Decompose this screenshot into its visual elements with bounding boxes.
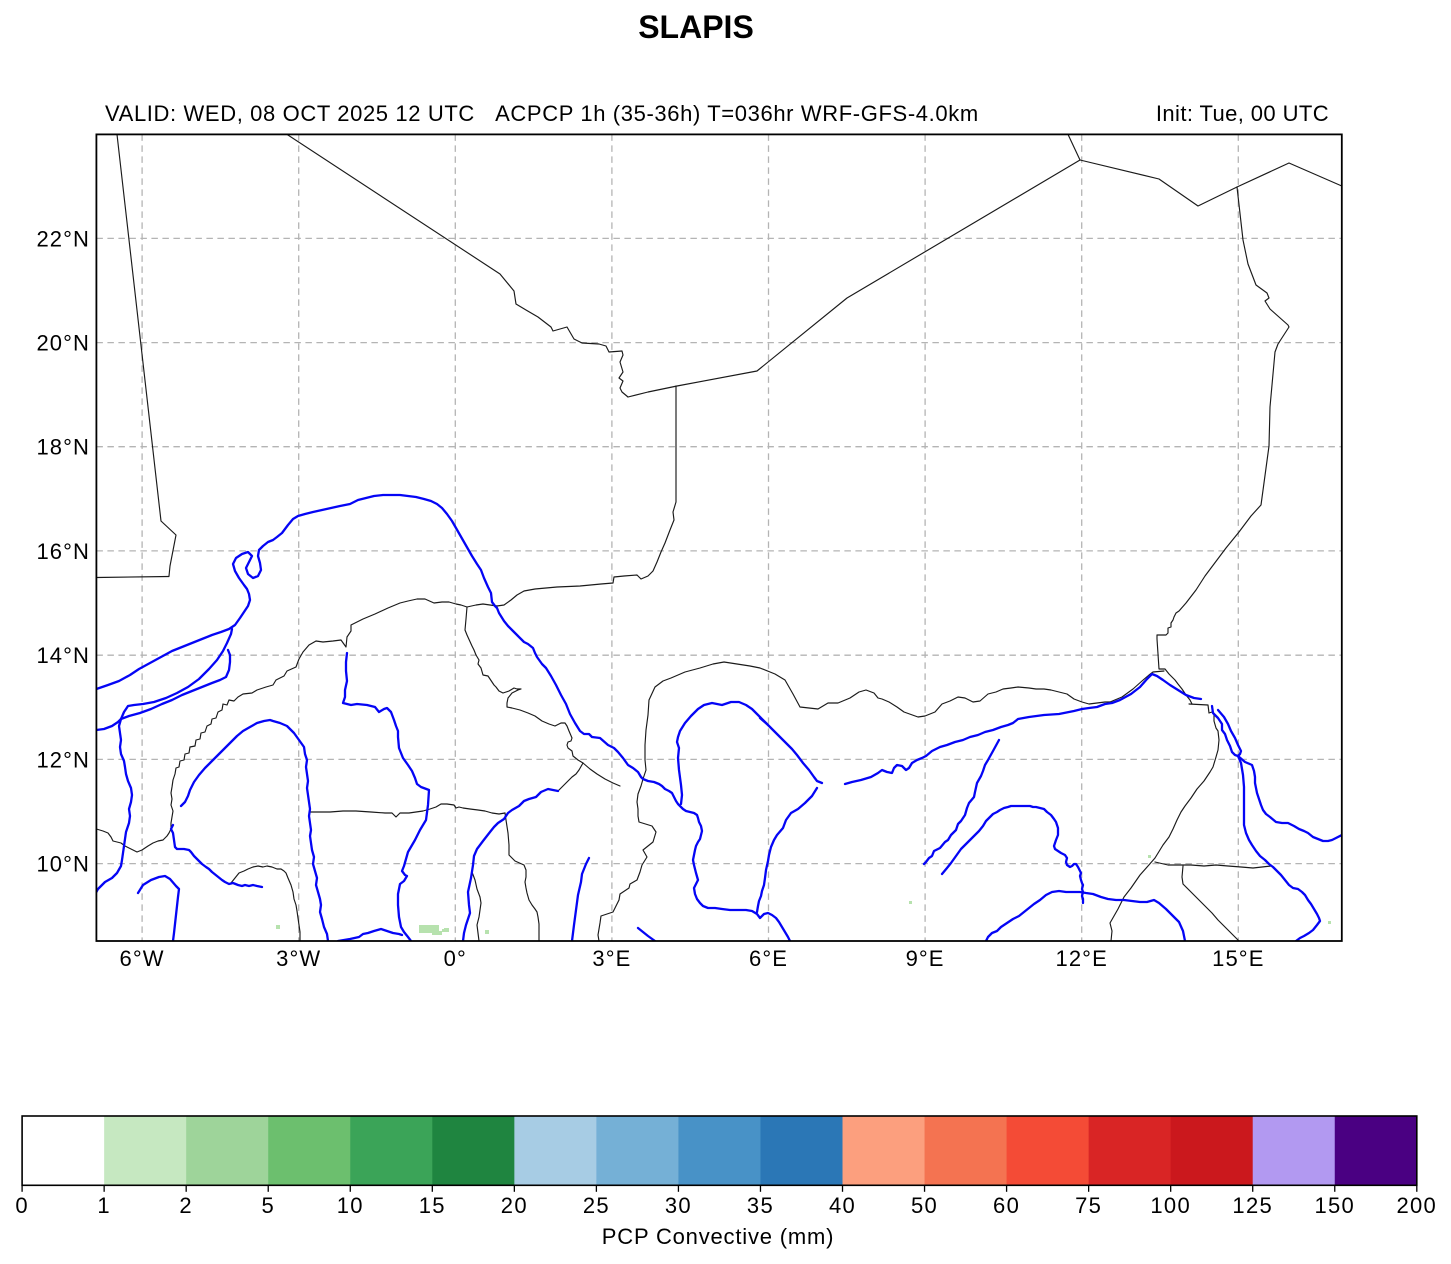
- svg-text:30: 30: [665, 1193, 692, 1218]
- svg-text:25: 25: [583, 1193, 610, 1218]
- svg-text:12°E: 12°E: [1056, 946, 1108, 971]
- svg-text:15: 15: [419, 1193, 446, 1218]
- svg-text:SLAPIS: SLAPIS: [638, 9, 754, 45]
- svg-text:35: 35: [747, 1193, 774, 1218]
- svg-text:15°E: 15°E: [1212, 946, 1264, 971]
- svg-text:0°: 0°: [444, 946, 467, 971]
- svg-text:6°E: 6°E: [749, 946, 788, 971]
- svg-text:60: 60: [993, 1193, 1020, 1218]
- svg-text:125: 125: [1232, 1193, 1273, 1218]
- svg-text:Init: Tue, 00 UTC: Init: Tue, 00 UTC: [1156, 101, 1329, 126]
- svg-text:6°W: 6°W: [120, 946, 165, 971]
- svg-text:5: 5: [261, 1193, 275, 1218]
- svg-text:3°E: 3°E: [592, 946, 631, 971]
- svg-text:75: 75: [1075, 1193, 1102, 1218]
- svg-text:PCP Convective (mm): PCP Convective (mm): [602, 1224, 834, 1249]
- svg-text:12°N: 12°N: [36, 747, 90, 772]
- svg-text:0: 0: [15, 1193, 29, 1218]
- svg-text:20: 20: [501, 1193, 528, 1218]
- svg-text:14°N: 14°N: [36, 643, 90, 668]
- svg-text:16°N: 16°N: [36, 539, 90, 564]
- svg-text:200: 200: [1396, 1193, 1437, 1218]
- svg-text:22°N: 22°N: [36, 226, 90, 251]
- svg-text:3°W: 3°W: [276, 946, 321, 971]
- svg-text:150: 150: [1314, 1193, 1355, 1218]
- svg-text:2: 2: [179, 1193, 193, 1218]
- svg-text:1: 1: [97, 1193, 111, 1218]
- svg-text:9°E: 9°E: [906, 946, 945, 971]
- svg-text:50: 50: [911, 1193, 938, 1218]
- svg-text:100: 100: [1150, 1193, 1191, 1218]
- svg-text:20°N: 20°N: [36, 331, 90, 356]
- svg-text:VALID: WED, 08 OCT 2025 12 UTC: VALID: WED, 08 OCT 2025 12 UTC ACPCP 1h …: [105, 101, 979, 126]
- svg-text:40: 40: [829, 1193, 856, 1218]
- svg-text:10°N: 10°N: [36, 852, 90, 877]
- svg-text:10: 10: [337, 1193, 364, 1218]
- svg-text:18°N: 18°N: [36, 435, 90, 460]
